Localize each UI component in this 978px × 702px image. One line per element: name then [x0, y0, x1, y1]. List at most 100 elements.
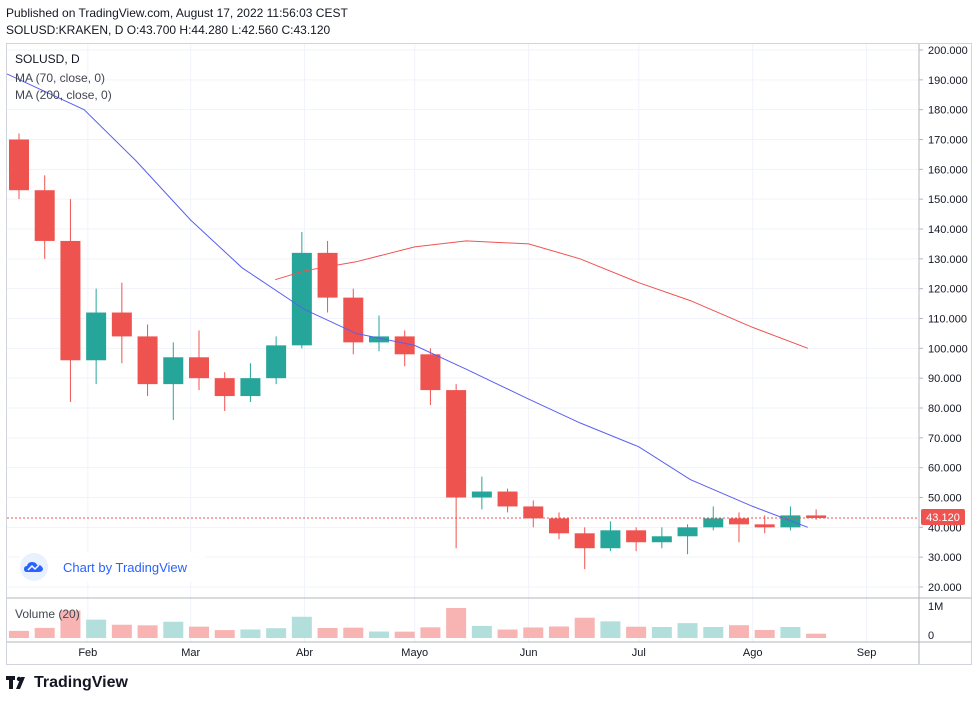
candle: [9, 133, 29, 200]
volume-bar: [806, 633, 827, 638]
candle: [317, 240, 338, 313]
volume-bar: [86, 619, 107, 638]
ohlc-readout: SOLUSD:KRAKEN, D O:43.700 H:44.280 L:42.…: [6, 23, 331, 37]
candle: [163, 342, 184, 420]
x-tick-label: Mayo: [401, 647, 428, 659]
candle: [394, 330, 415, 367]
candle-body: [163, 357, 184, 385]
y-tick-label: 180.000: [928, 105, 968, 117]
chart-frame[interactable]: [6, 43, 972, 665]
volume-bar: [163, 621, 184, 638]
candle-body: [677, 527, 698, 537]
volume-bar: [574, 617, 595, 638]
candle-body: [9, 139, 29, 191]
x-tick-label: Feb: [78, 647, 97, 659]
candle-body: [471, 491, 492, 498]
last-price-label: 43.120: [921, 509, 965, 525]
tradingview-logo-icon: [6, 676, 25, 689]
footer-branding[interactable]: TradingView: [6, 674, 128, 692]
y-tick-label: 110.000: [928, 314, 967, 326]
candle-body: [703, 518, 724, 528]
candle-body: [497, 491, 518, 507]
volume-bar: [471, 625, 492, 638]
y-tick-label: 190.000: [928, 75, 968, 87]
candle: [60, 199, 81, 403]
candle: [420, 348, 441, 406]
candle-body: [368, 336, 389, 343]
candle-body: [343, 297, 364, 343]
candle: [548, 512, 569, 540]
candle: [780, 506, 801, 531]
candle: [188, 330, 209, 391]
candle: [471, 476, 492, 510]
volume-bar: [317, 628, 338, 638]
y-tick-label: 200.000: [928, 45, 968, 57]
candle-body: [240, 378, 261, 397]
candle: [368, 315, 389, 352]
badge-label: Chart by TradingView: [63, 559, 188, 575]
volume-bar: [60, 610, 81, 638]
volume-bar: [548, 626, 569, 638]
time-axis: Feb Mar Abr Mayo Jun Jul Ago Sep: [78, 647, 876, 659]
candle: [574, 527, 595, 570]
y-tick-label: 130.000: [928, 254, 968, 266]
y-tick-label: 30.000: [928, 552, 962, 564]
candle-body: [60, 240, 81, 361]
y-tick-label: 170.000: [928, 135, 968, 147]
y-tick-label: 160.000: [928, 164, 968, 176]
candle-body: [600, 530, 621, 549]
volume-bar: [9, 630, 29, 638]
candle: [240, 363, 261, 403]
y-tick-label: 50.000: [928, 493, 962, 505]
chart-by-tradingview-badge[interactable]: Chart by TradingView: [20, 552, 206, 582]
x-tick-label: Mar: [181, 647, 200, 659]
candle-body: [291, 252, 312, 346]
x-tick-label: Ago: [743, 647, 763, 659]
y-tick-label: 70.000: [928, 433, 962, 445]
candle: [497, 488, 518, 513]
volume-bar: [626, 626, 647, 638]
volume-bar: [214, 630, 235, 638]
volume-bar: [188, 626, 209, 638]
volume-bar: [780, 627, 801, 638]
volume-tick-label: 1M: [928, 601, 943, 613]
candle-body: [86, 312, 107, 361]
candle-body: [188, 357, 209, 379]
volume-bar: [34, 627, 55, 638]
candle-body: [214, 378, 235, 397]
candle: [214, 372, 235, 411]
candle-body: [806, 515, 827, 519]
published-line: Published on TradingView.com, August 17,…: [6, 6, 348, 20]
candle-body: [754, 524, 775, 528]
volume-tick-label: 0: [928, 630, 934, 642]
symbol-legend: SOLUSD, D: [15, 52, 80, 66]
volume-bar: [651, 627, 672, 638]
x-tick-label: Sep: [857, 647, 877, 659]
volume-bar: [446, 608, 467, 638]
candle-body: [111, 312, 132, 337]
volume-bar: [420, 627, 441, 638]
ma200-line: [275, 240, 808, 349]
candle-body: [523, 506, 544, 519]
candle-body: [728, 518, 749, 525]
volume-bar: [677, 623, 698, 638]
candle: [651, 527, 672, 549]
candle: [728, 512, 749, 543]
y-tick-label: 90.000: [928, 373, 962, 385]
ma200-legend: MA (200, close, 0): [15, 88, 112, 102]
candle: [626, 527, 647, 552]
candle-body: [394, 336, 415, 355]
y-tick-label: 100.000: [928, 343, 968, 355]
y-tick-label: 60.000: [928, 463, 962, 475]
candle-body: [446, 390, 467, 498]
candle-body: [266, 345, 287, 379]
y-tick-label: 80.000: [928, 403, 962, 415]
candle-body: [137, 336, 158, 385]
volume-bar: [523, 627, 544, 638]
y-tick-label: 40.000: [928, 522, 962, 534]
volume-bar: [137, 625, 158, 638]
volume-bar: [343, 627, 364, 638]
candle-body: [780, 515, 801, 528]
footer-brand-text: TradingView: [34, 674, 128, 691]
